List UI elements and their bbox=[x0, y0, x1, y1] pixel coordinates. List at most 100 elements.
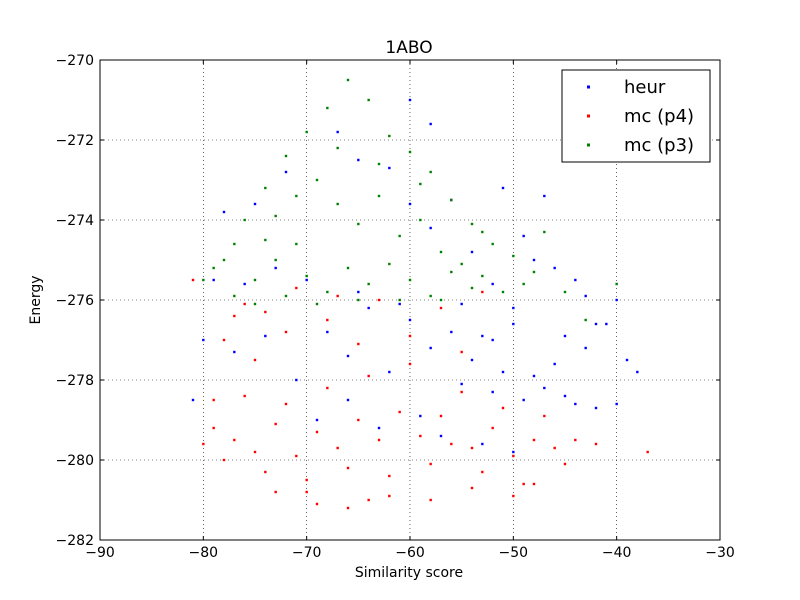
data-point bbox=[460, 382, 463, 386]
data-point bbox=[470, 358, 474, 362]
data-point bbox=[377, 298, 381, 302]
data-point bbox=[315, 430, 319, 434]
data-point bbox=[377, 194, 381, 198]
data-point bbox=[274, 422, 277, 426]
data-point bbox=[253, 278, 257, 282]
data-point bbox=[284, 170, 288, 174]
data-point bbox=[222, 338, 226, 342]
data-point bbox=[264, 334, 267, 338]
data-point bbox=[253, 358, 257, 362]
data-point bbox=[326, 290, 329, 294]
data-point bbox=[357, 290, 360, 294]
data-point bbox=[212, 426, 215, 430]
data-point bbox=[274, 490, 277, 494]
data-point bbox=[491, 426, 494, 430]
data-point bbox=[419, 182, 422, 186]
data-point bbox=[481, 334, 484, 338]
data-point bbox=[398, 298, 401, 302]
x-tick-label: −70 bbox=[292, 545, 322, 561]
data-point bbox=[522, 398, 525, 402]
data-point bbox=[295, 242, 298, 246]
data-point bbox=[646, 450, 649, 454]
data-point bbox=[532, 270, 536, 274]
legend-label: mc (p3) bbox=[624, 135, 694, 156]
data-point bbox=[222, 458, 226, 462]
data-point bbox=[305, 278, 308, 282]
y-tick-label: −270 bbox=[56, 53, 94, 69]
data-point bbox=[367, 282, 370, 286]
data-point bbox=[501, 406, 505, 410]
legend-items: heur mc (p4) mc (p3) bbox=[587, 77, 694, 156]
data-point bbox=[212, 278, 215, 282]
data-point bbox=[615, 282, 618, 286]
data-point bbox=[305, 478, 308, 482]
data-point bbox=[470, 250, 474, 254]
data-point bbox=[543, 386, 546, 390]
data-point bbox=[305, 490, 308, 494]
data-point bbox=[563, 394, 567, 398]
data-point bbox=[377, 426, 381, 430]
data-point bbox=[388, 166, 391, 170]
data-point bbox=[357, 342, 360, 346]
y-tick-label: −280 bbox=[56, 453, 94, 469]
data-point bbox=[202, 278, 205, 282]
data-point bbox=[346, 466, 350, 470]
data-point bbox=[243, 218, 246, 222]
data-point bbox=[388, 474, 391, 478]
data-point bbox=[408, 278, 412, 282]
data-point bbox=[326, 330, 329, 334]
data-point bbox=[357, 222, 360, 226]
data-point bbox=[295, 194, 298, 198]
y-tick-label: −272 bbox=[56, 133, 94, 149]
legend: heur mc (p4) mc (p3) bbox=[561, 69, 711, 163]
data-point bbox=[563, 334, 567, 338]
data-point bbox=[233, 314, 236, 318]
data-point bbox=[501, 370, 505, 374]
data-point bbox=[563, 462, 567, 466]
data-point bbox=[212, 398, 215, 402]
data-point bbox=[481, 470, 484, 474]
data-point bbox=[315, 178, 319, 182]
data-point bbox=[357, 298, 360, 302]
data-point bbox=[398, 302, 401, 306]
data-point bbox=[543, 230, 546, 234]
data-point bbox=[346, 398, 350, 402]
data-point bbox=[253, 302, 257, 306]
data-point bbox=[532, 374, 536, 378]
data-point bbox=[274, 266, 277, 270]
data-point bbox=[419, 434, 422, 438]
legend-label: mc (p4) bbox=[624, 106, 694, 127]
data-point bbox=[584, 318, 587, 322]
data-point bbox=[574, 438, 577, 442]
data-point bbox=[233, 242, 236, 246]
data-point bbox=[346, 78, 350, 82]
data-point bbox=[222, 210, 226, 214]
data-point bbox=[481, 290, 484, 294]
data-point bbox=[532, 482, 536, 486]
data-point bbox=[460, 262, 463, 266]
data-point bbox=[346, 506, 350, 510]
data-point bbox=[377, 162, 381, 166]
data-point bbox=[357, 418, 360, 422]
x-axis-label: Similarity score bbox=[355, 565, 463, 581]
data-point bbox=[408, 202, 412, 206]
data-point bbox=[481, 442, 484, 446]
x-tick-label: −90 bbox=[85, 545, 115, 561]
data-point bbox=[191, 278, 195, 282]
x-tick-label: −60 bbox=[395, 545, 425, 561]
data-point bbox=[512, 322, 515, 326]
legend-marker bbox=[587, 143, 590, 147]
data-point bbox=[491, 390, 494, 394]
data-point bbox=[584, 294, 587, 298]
data-point bbox=[367, 498, 370, 502]
data-point bbox=[491, 338, 494, 342]
data-point bbox=[481, 274, 484, 278]
data-point bbox=[326, 386, 329, 390]
data-point bbox=[532, 258, 536, 262]
x-tick-label: −30 bbox=[705, 545, 735, 561]
data-point bbox=[315, 502, 319, 506]
data-point bbox=[501, 186, 505, 190]
data-point bbox=[346, 354, 350, 358]
